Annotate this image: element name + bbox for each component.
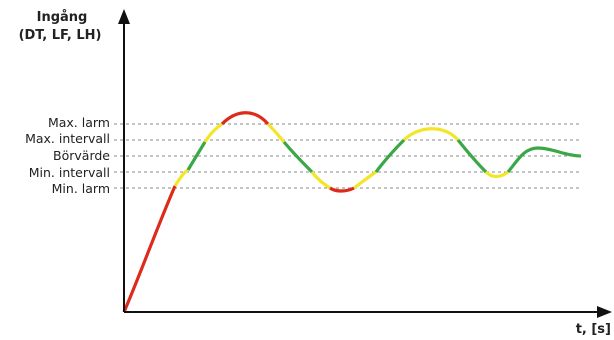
curve-segment-warning <box>266 122 286 144</box>
curve-segment-warning <box>353 170 377 190</box>
axes <box>118 9 612 318</box>
x-axis-arrow-icon <box>597 306 612 318</box>
curve-segment-warning <box>484 170 509 179</box>
label-max-intervall: Max. intervall <box>25 131 110 146</box>
curve-segment-warning <box>402 127 460 142</box>
curve-segment-ok <box>506 146 582 174</box>
label-max-larm: Max. larm <box>48 115 110 130</box>
y-axis-label-line1: Ingång <box>37 10 88 25</box>
y-axis-arrow-icon <box>118 9 130 24</box>
curve-segment-warning <box>310 171 331 190</box>
label-borvarde: Börvärde <box>53 148 110 163</box>
reference-lines <box>114 123 582 189</box>
signal-curve <box>122 111 582 313</box>
x-axis-label: t, [s] <box>576 322 611 337</box>
curve-segment-warning <box>203 122 223 143</box>
curve-segment-alarm <box>122 185 177 313</box>
curve-segment-ok <box>456 139 488 174</box>
curve-segment-ok <box>186 141 207 171</box>
y-axis-label-line2: (DT, LF, LH) <box>19 28 102 43</box>
curve-segment-alarm <box>329 186 355 193</box>
curve-segment-alarm <box>220 111 270 126</box>
curve-segment-ok <box>282 140 314 174</box>
label-min-intervall: Min. intervall <box>29 165 110 180</box>
curve-segment-ok <box>374 138 406 173</box>
label-min-larm: Min. larm <box>52 181 110 196</box>
curve-segment-warning <box>173 168 189 187</box>
level-labels: Max. larm Max. intervall Börvärde Min. i… <box>25 115 110 196</box>
